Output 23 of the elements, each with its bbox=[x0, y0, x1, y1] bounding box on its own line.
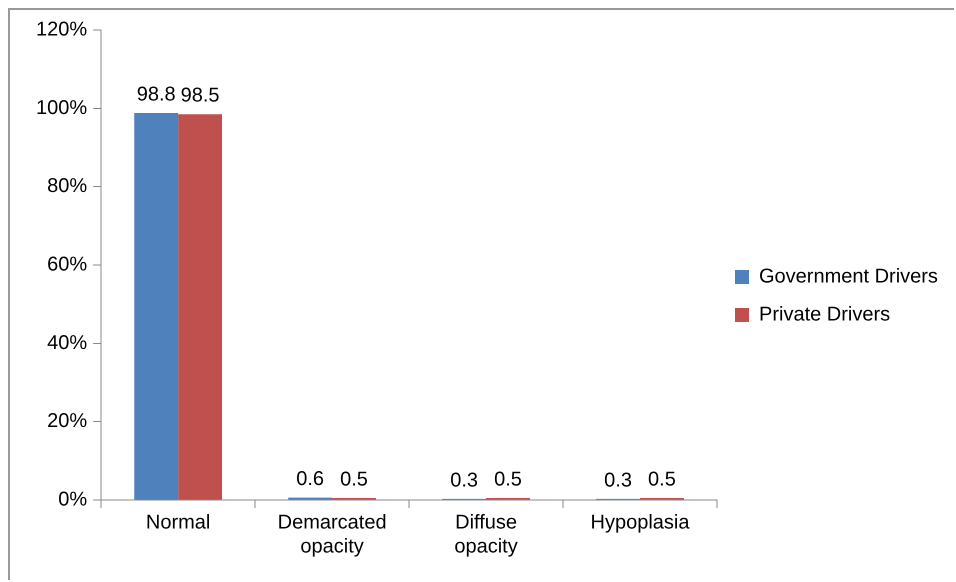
x-tick-label: Diffuse opacity bbox=[454, 512, 518, 558]
y-tick-label: 20% bbox=[47, 410, 88, 432]
legend-label: Private Drivers bbox=[759, 304, 890, 326]
x-tick-label: Normal bbox=[146, 512, 210, 534]
y-tick-label: 80% bbox=[47, 175, 88, 198]
data-label: 0.3 bbox=[450, 469, 478, 492]
data-label: 0.6 bbox=[296, 468, 324, 490]
data-label: 98.5 bbox=[180, 84, 220, 107]
data-label: 0.3 bbox=[604, 469, 632, 492]
x-tick-label: Hypoplasia bbox=[590, 512, 690, 534]
data-label: 0.5 bbox=[340, 468, 368, 491]
legend-label: Government Drivers bbox=[759, 266, 938, 288]
y-tick-label: 60% bbox=[47, 254, 88, 276]
y-tick-label: 40% bbox=[47, 332, 88, 354]
y-tick-label: 120% bbox=[36, 18, 88, 41]
bar bbox=[134, 113, 178, 500]
data-label: 98.8 bbox=[136, 84, 176, 106]
bar bbox=[178, 114, 222, 500]
x-tick-label: Demarcated opacity bbox=[278, 512, 387, 558]
data-label: 0.5 bbox=[494, 468, 522, 491]
y-tick-label: 100% bbox=[36, 96, 88, 119]
y-tick-label: 0% bbox=[58, 488, 88, 511]
data-label: 0.5 bbox=[648, 468, 676, 491]
